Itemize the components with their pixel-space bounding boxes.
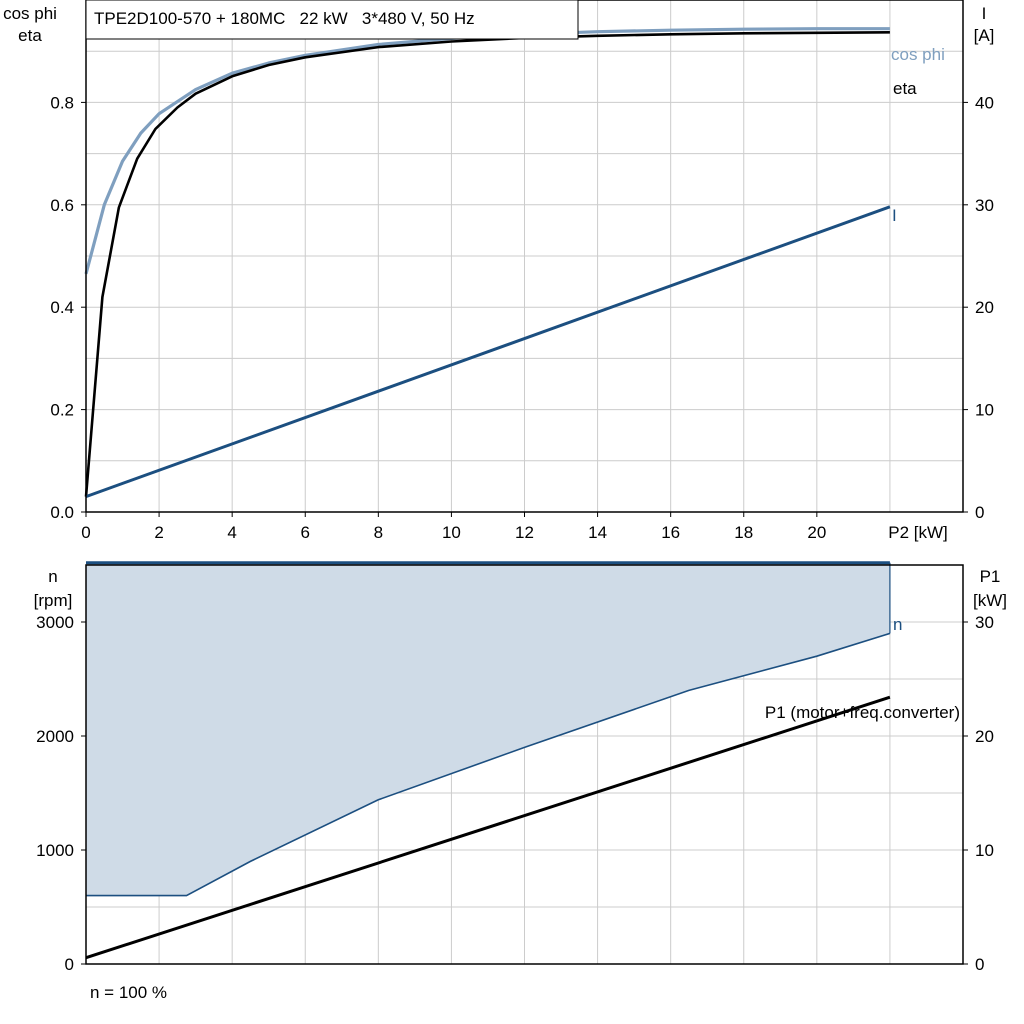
top-x-tick-label: 0 bbox=[81, 523, 90, 542]
bottom-y-tick-label-left: 1000 bbox=[36, 841, 74, 860]
series-label-eta: eta bbox=[893, 79, 917, 98]
top-x-tick-label: 2 bbox=[154, 523, 163, 542]
top-y-tick-label-right: 40 bbox=[975, 93, 994, 112]
y-axis-label-p1-unit: [kW] bbox=[973, 591, 1007, 610]
bottom-y-tick-label-right: 20 bbox=[975, 727, 994, 746]
top-x-tick-label: 12 bbox=[515, 523, 534, 542]
top-x-tick-label: 20 bbox=[807, 523, 826, 542]
bottom-y-tick-labels-right: 0 10 20 30 bbox=[963, 613, 994, 974]
top-y-tick-label-right: 30 bbox=[975, 196, 994, 215]
top-x-tick-labels: 0 2 4 6 8 10 12 14 16 18 20 bbox=[81, 512, 826, 542]
top-x-tick-label: 18 bbox=[734, 523, 753, 542]
y-axis-label-eta: eta bbox=[18, 26, 42, 45]
speed-annotation: n = 100 % bbox=[90, 983, 167, 1002]
top-y-tick-label-left: 0.2 bbox=[50, 401, 74, 420]
top-x-tick-label: 16 bbox=[661, 523, 680, 542]
top-y-tick-label-right: 10 bbox=[975, 401, 994, 420]
top-x-tick-label: 6 bbox=[301, 523, 310, 542]
top-grid bbox=[86, 0, 963, 512]
y-axis-label-i: I bbox=[982, 4, 987, 23]
series-line-i bbox=[85, 205, 891, 499]
bottom-series bbox=[85, 561, 891, 960]
top-x-tick-label: 10 bbox=[442, 523, 461, 542]
series-line-cos-phi bbox=[84, 27, 890, 275]
top-x-tick-label: 14 bbox=[588, 523, 607, 542]
top-x-tick-label: 8 bbox=[374, 523, 383, 542]
top-y-tick-label-left: 0.8 bbox=[50, 93, 74, 112]
series-line-eta bbox=[84, 31, 890, 497]
x-axis-label: P2 [kW] bbox=[888, 523, 948, 542]
y-axis-label-rpm: [rpm] bbox=[34, 591, 73, 610]
bottom-y-tick-label-right: 0 bbox=[975, 955, 984, 974]
series-line-p1 bbox=[85, 695, 891, 960]
bottom-y-tick-label-right: 30 bbox=[975, 613, 994, 632]
efficiency-current-chart: 0 2 4 6 8 10 12 14 16 18 20 0.0 0.2 0.4 0.6 0.8 0 10 20 3… bbox=[3, 0, 994, 542]
y-axis-label-p1: P1 bbox=[980, 567, 1001, 586]
bottom-y-tick-label-right: 10 bbox=[975, 841, 994, 860]
top-y-tick-label-left: 0.6 bbox=[50, 196, 74, 215]
top-y-tick-label-left: 0.0 bbox=[50, 503, 74, 522]
y-axis-label-cos-phi: cos phi bbox=[3, 4, 57, 23]
series-label-n: n bbox=[893, 615, 902, 634]
chart-title: TPE2D100-570 + 180MC 22 kW 3*480 V, 50 H… bbox=[94, 9, 475, 28]
top-y-tick-labels-right: 0 10 20 30 40 bbox=[963, 93, 994, 522]
y-axis-label-n: n bbox=[48, 567, 57, 586]
bottom-plot-frame bbox=[85, 564, 964, 965]
y-axis-label-i-unit: [A] bbox=[974, 26, 995, 45]
speed-power-chart: 0 1000 2000 3000 0 10 20 30 n [rpm] P1 [kW] n … bbox=[34, 561, 1007, 1002]
bottom-y-tick-label-left: 2000 bbox=[36, 727, 74, 746]
top-y-tick-labels-left: 0.0 0.2 0.4 0.6 0.8 bbox=[50, 93, 86, 522]
bottom-y-tick-labels-left: 0 1000 2000 3000 bbox=[36, 613, 86, 974]
speed-band-area bbox=[86, 562, 890, 896]
bottom-y-tick-label-left: 0 bbox=[65, 955, 74, 974]
speed-band-lower-edge bbox=[86, 632, 891, 897]
series-label-i: I bbox=[892, 206, 897, 225]
bottom-y-tick-label-left: 3000 bbox=[36, 613, 74, 632]
series-label-cos-phi: cos phi bbox=[891, 45, 945, 64]
top-y-tick-label-right: 20 bbox=[975, 298, 994, 317]
top-series bbox=[84, 27, 891, 499]
series-label-p1: P1 (motor+freq.converter) bbox=[765, 703, 960, 722]
top-y-tick-label-left: 0.4 bbox=[50, 298, 74, 317]
chart-title-box bbox=[85, 0, 579, 40]
top-x-tick-label: 4 bbox=[227, 523, 236, 542]
top-y-tick-label-right: 0 bbox=[975, 503, 984, 522]
